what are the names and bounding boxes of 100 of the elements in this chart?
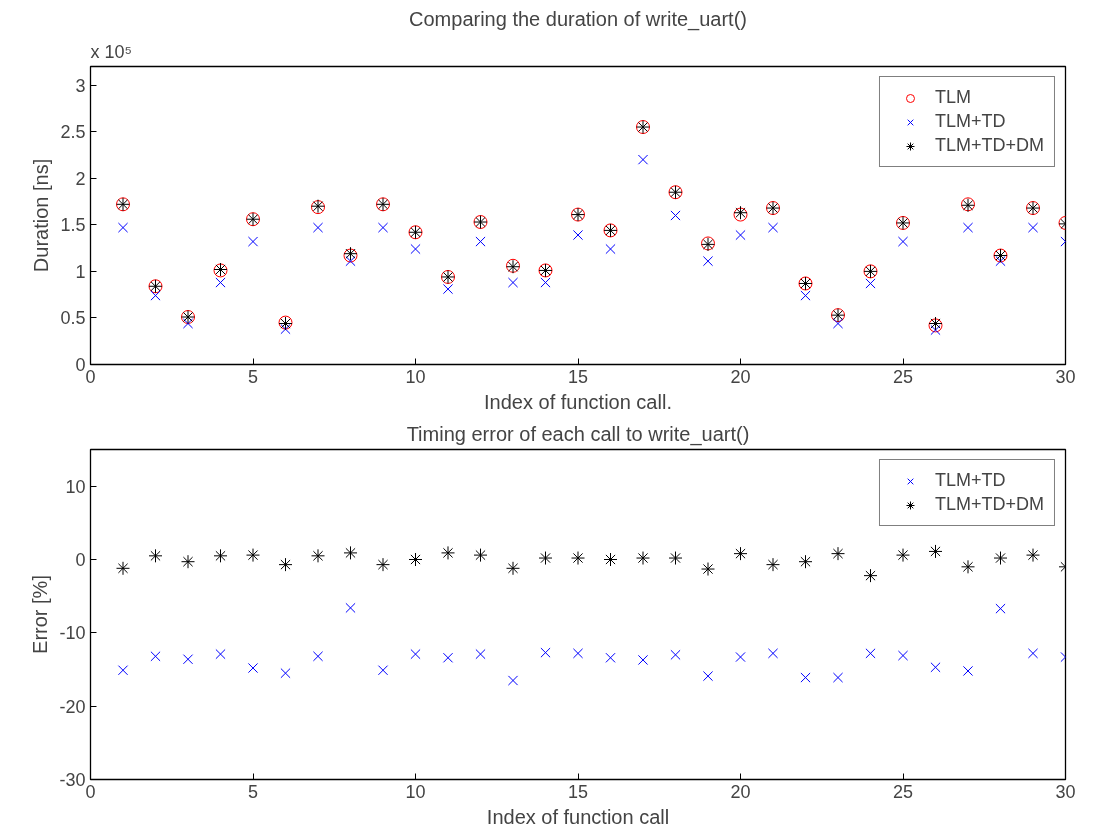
y-tick-label: 3 bbox=[75, 75, 86, 96]
y-tick-label: 10 bbox=[65, 476, 86, 497]
point bbox=[897, 236, 909, 247]
point bbox=[442, 283, 454, 295]
x-axis-title: Index of function call bbox=[486, 805, 670, 828]
point bbox=[410, 243, 421, 255]
x-tick-label: 5 bbox=[247, 781, 259, 802]
point bbox=[735, 229, 746, 241]
y-tick-label: 0.5 bbox=[60, 308, 86, 329]
point bbox=[345, 602, 356, 613]
point bbox=[735, 651, 746, 663]
point bbox=[507, 675, 519, 686]
point bbox=[182, 318, 194, 329]
point bbox=[702, 256, 714, 267]
point bbox=[701, 562, 715, 577]
point bbox=[995, 256, 1006, 267]
point bbox=[831, 546, 845, 561]
point bbox=[215, 277, 226, 288]
point bbox=[1026, 548, 1040, 563]
point bbox=[376, 557, 390, 572]
point bbox=[995, 603, 1006, 614]
point bbox=[311, 548, 325, 563]
point bbox=[800, 672, 811, 683]
point bbox=[182, 654, 194, 665]
point bbox=[928, 544, 943, 559]
point bbox=[150, 290, 161, 301]
y-tick-label: -10 bbox=[59, 623, 86, 644]
x-tick-label: 30 bbox=[1055, 781, 1076, 802]
point bbox=[540, 647, 551, 658]
point bbox=[767, 648, 779, 659]
point bbox=[213, 548, 228, 563]
point bbox=[181, 554, 195, 569]
point bbox=[377, 222, 389, 233]
text: x 10⁵ bbox=[90, 41, 132, 62]
point bbox=[767, 222, 779, 233]
point bbox=[962, 222, 974, 233]
point bbox=[865, 278, 876, 289]
point bbox=[507, 277, 519, 288]
y-axis-title: Duration [ns] bbox=[30, 158, 53, 273]
y-axis-title: Error [%] bbox=[29, 575, 52, 654]
point bbox=[475, 236, 486, 247]
point bbox=[605, 652, 616, 663]
point bbox=[116, 561, 130, 576]
x-tick-label: 5 bbox=[247, 366, 259, 387]
x-tick-label: 20 bbox=[730, 781, 751, 802]
point bbox=[572, 648, 584, 659]
point bbox=[442, 652, 454, 663]
point bbox=[246, 548, 260, 563]
point bbox=[343, 545, 358, 560]
y-tick-label: 2 bbox=[75, 168, 86, 189]
point bbox=[148, 548, 163, 563]
point bbox=[1027, 648, 1039, 659]
point bbox=[962, 665, 974, 677]
point bbox=[605, 243, 616, 255]
x-tick-label: 25 bbox=[892, 366, 914, 387]
legend-label: TLM+TD bbox=[934, 111, 1006, 132]
point bbox=[800, 290, 811, 301]
legend-label: TLM+TD bbox=[934, 470, 1006, 491]
point bbox=[538, 551, 553, 566]
point bbox=[150, 651, 161, 662]
point bbox=[506, 561, 520, 576]
x-tick-label: 20 bbox=[730, 366, 751, 387]
point bbox=[345, 256, 356, 267]
x-tick-label: 15 bbox=[567, 366, 589, 387]
point bbox=[280, 324, 291, 335]
point bbox=[930, 324, 941, 336]
point bbox=[832, 318, 844, 329]
point bbox=[247, 236, 259, 247]
x-tick-label: 30 bbox=[1055, 366, 1076, 387]
point bbox=[377, 665, 389, 676]
point bbox=[636, 551, 650, 566]
x-tick-label: 15 bbox=[567, 781, 589, 802]
point bbox=[278, 557, 293, 572]
point bbox=[896, 548, 910, 563]
legend-label: TLM+TD+DM bbox=[934, 135, 1044, 156]
x-tick-label: 10 bbox=[405, 781, 426, 802]
point bbox=[247, 662, 259, 674]
point bbox=[702, 671, 714, 682]
point bbox=[117, 665, 129, 676]
point bbox=[540, 277, 551, 288]
point bbox=[832, 672, 844, 683]
y-tick-label: -20 bbox=[59, 696, 86, 717]
point bbox=[637, 154, 649, 165]
chart-title: Timing error of each call to write_uart() bbox=[406, 422, 750, 446]
point bbox=[798, 554, 813, 569]
point bbox=[280, 668, 291, 679]
y-tick-label: 2.5 bbox=[60, 122, 86, 143]
x-tick-label: 25 bbox=[892, 781, 914, 802]
point bbox=[215, 649, 226, 660]
chart-title: Comparing the duration of write_uart() bbox=[409, 7, 747, 31]
point bbox=[668, 551, 683, 566]
point bbox=[312, 651, 324, 662]
point bbox=[1027, 222, 1039, 233]
point bbox=[897, 650, 909, 661]
point bbox=[863, 568, 878, 583]
point bbox=[993, 551, 1008, 566]
point bbox=[475, 649, 486, 660]
y-tick-label: 1 bbox=[75, 261, 86, 282]
legend-label: TLM bbox=[934, 87, 971, 108]
point bbox=[312, 222, 324, 233]
